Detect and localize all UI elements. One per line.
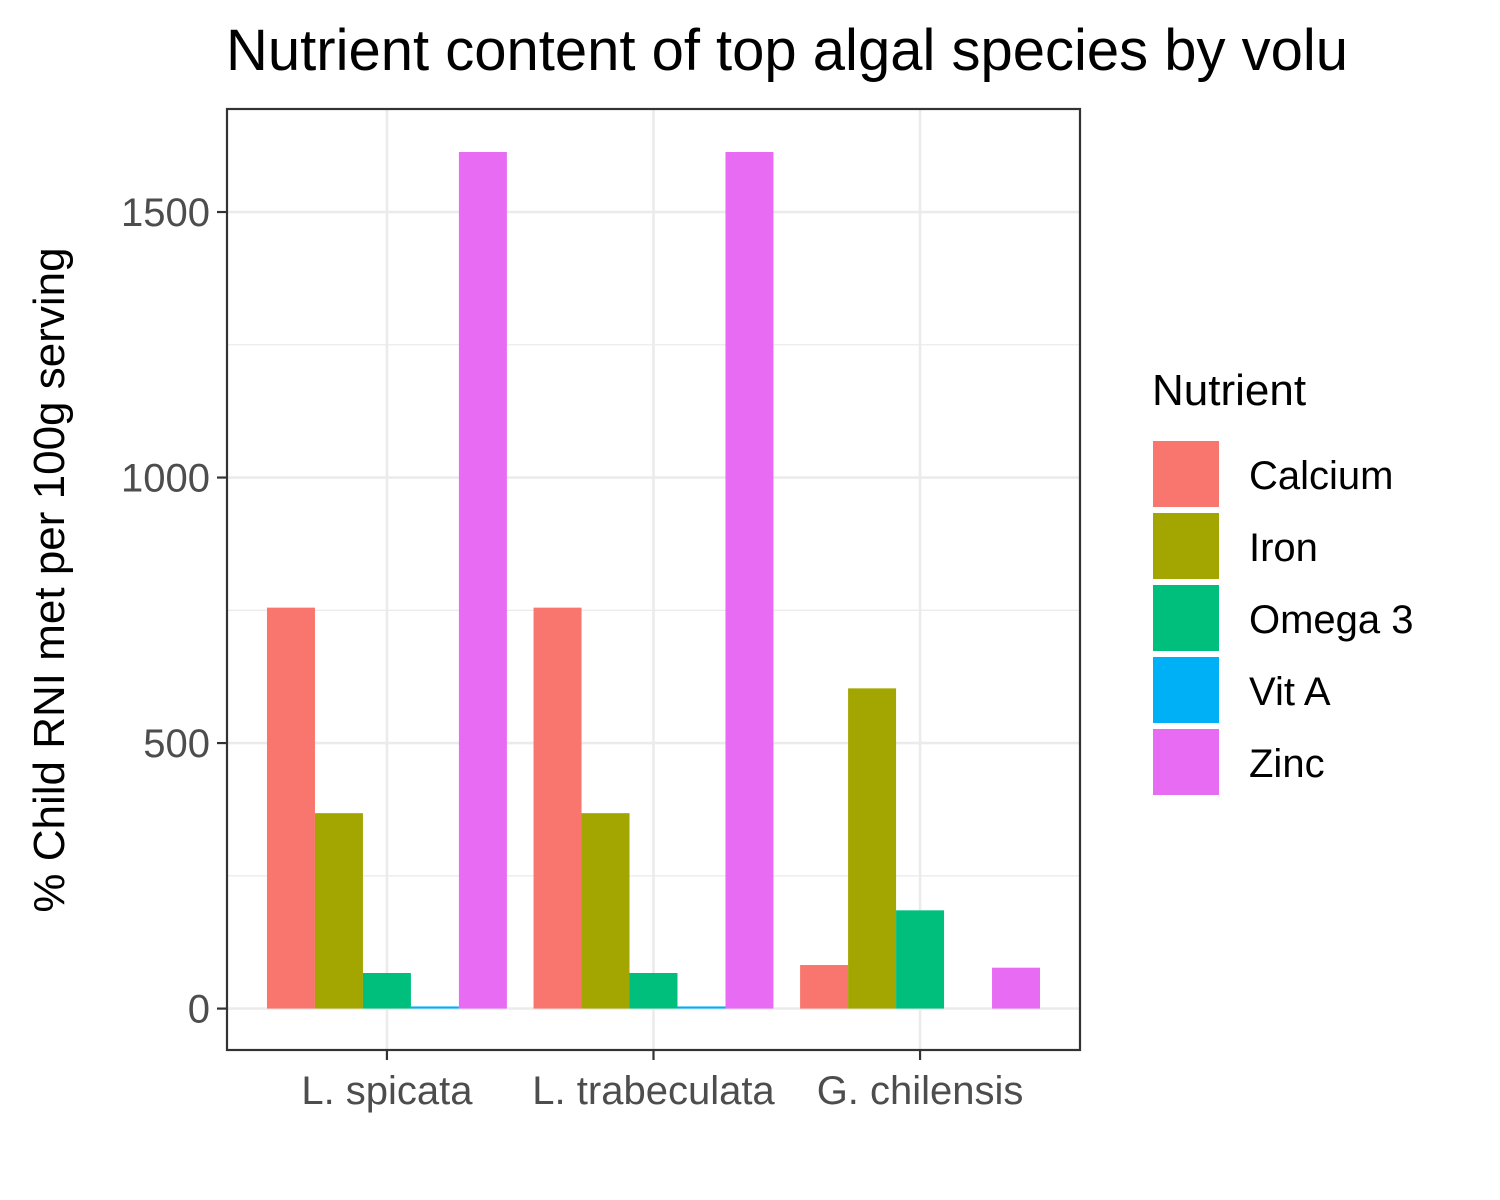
bar-zinc-2: [725, 152, 774, 1009]
chart-title: Nutrient content of top algal species by…: [226, 18, 1348, 83]
bars: [266, 152, 1041, 1009]
bar-vit-a-2: [677, 1006, 726, 1009]
bar-zinc-1: [458, 152, 507, 1009]
y-axis-ticks: 0 500 1000 1500: [121, 191, 227, 1032]
legend-label: Vit A: [1249, 670, 1331, 714]
y-tick-label: 500: [143, 722, 210, 766]
bar-zinc-3: [992, 967, 1041, 1009]
x-tick-label: L. trabeculata: [532, 1069, 775, 1113]
legend-label: Iron: [1249, 526, 1318, 570]
x-axis-ticks: L. spicata L. trabeculata G. chilensis: [301, 1050, 1023, 1113]
y-tick-label: 0: [188, 988, 210, 1032]
y-tick-label: 1000: [121, 457, 210, 501]
legend-label: Zinc: [1249, 742, 1325, 786]
bar-calcium-3: [800, 965, 849, 1009]
legend: Nutrient Calcium Iron Omega 3 Vit A Zinc: [1152, 366, 1414, 795]
legend-swatch: [1153, 585, 1219, 651]
minor-gridlines: [227, 109, 1080, 1050]
x-tick-label: G. chilensis: [817, 1069, 1024, 1113]
bar-omega-3-2: [629, 972, 678, 1009]
bar-iron-2: [581, 813, 630, 1009]
legend-title: Nutrient: [1152, 366, 1306, 415]
x-tick-label: L. spicata: [301, 1069, 473, 1113]
legend-swatch: [1153, 441, 1219, 507]
bar-omega-3-3: [896, 910, 945, 1009]
bar-iron-3: [848, 688, 897, 1009]
bar-calcium-2: [533, 607, 582, 1009]
legend-swatch: [1153, 729, 1219, 795]
bar-iron-1: [314, 813, 363, 1009]
y-axis-label: % Child RNI met per 100g serving: [25, 247, 74, 912]
legend-swatch: [1153, 513, 1219, 579]
legend-label: Calcium: [1249, 454, 1393, 498]
legend-label: Omega 3: [1249, 598, 1414, 642]
bar-calcium-1: [266, 607, 315, 1009]
y-tick-label: 1500: [121, 191, 210, 235]
bar-omega-3-1: [362, 972, 411, 1009]
legend-swatch: [1153, 657, 1219, 723]
bar-vit-a-1: [410, 1006, 459, 1009]
